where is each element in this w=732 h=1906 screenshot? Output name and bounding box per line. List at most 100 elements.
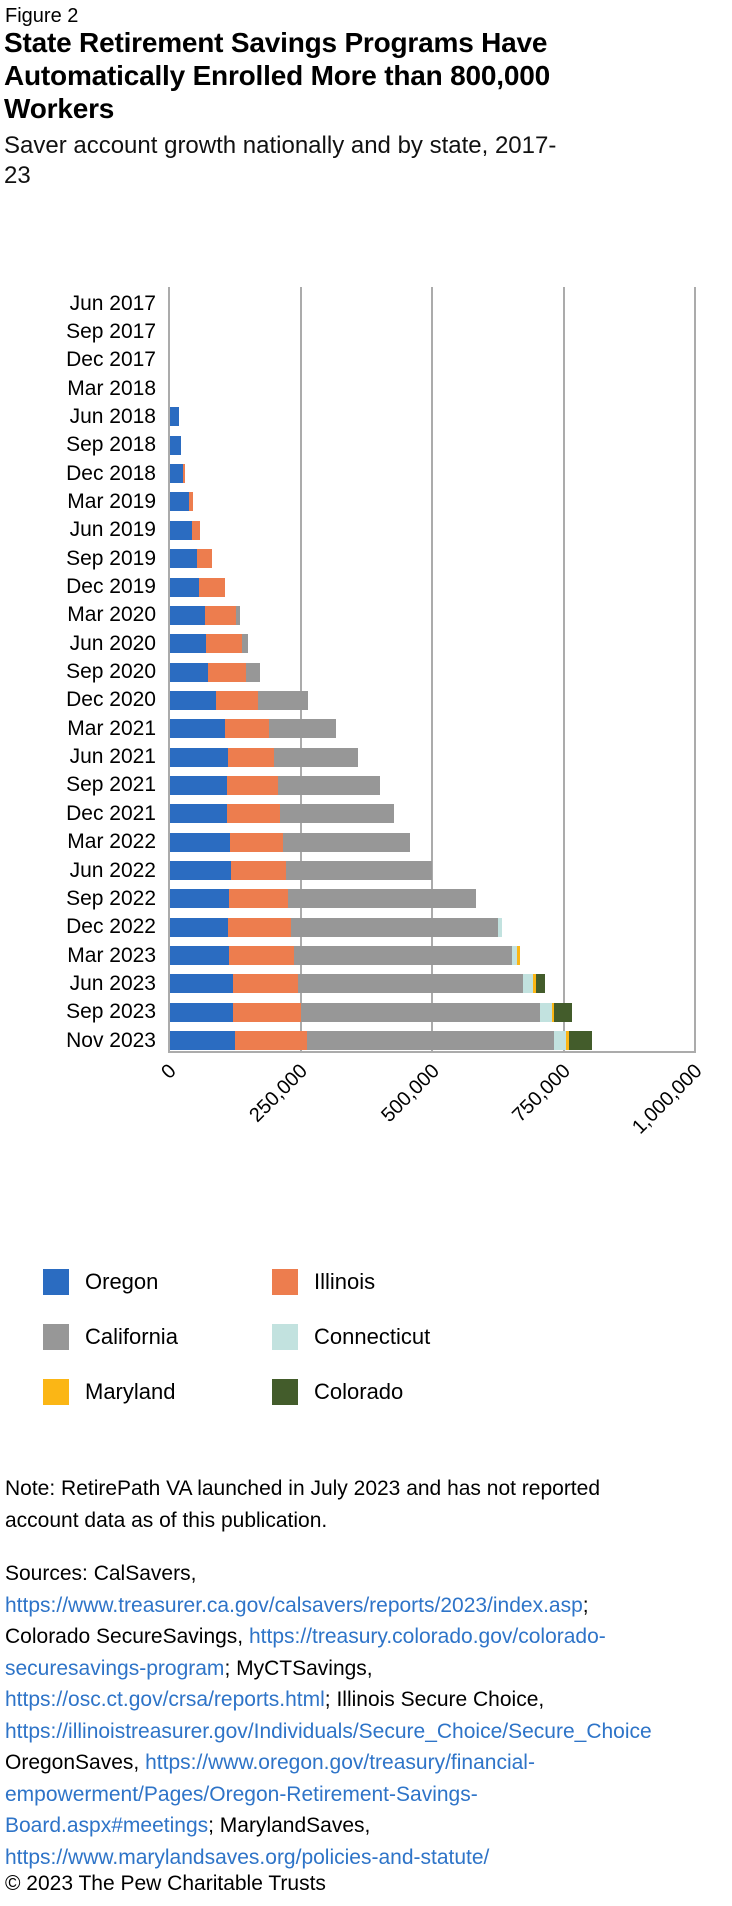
bar-segment-california [274, 747, 359, 767]
bar-segment-illinois [182, 464, 185, 484]
bar-row [170, 917, 503, 937]
source-link[interactable]: https://illinoistreasurer.gov/Individual… [5, 1719, 652, 1743]
source-link[interactable]: empowerment/Pages/Oregon-Retirement-Savi… [5, 1782, 478, 1806]
bar-segment-california [283, 832, 411, 852]
source-link[interactable]: https://treasury.colorado.gov/colorado- [248, 1625, 606, 1648]
bar-segment-california [257, 690, 309, 710]
bar-segment-california [278, 775, 381, 795]
y-axis-label: Jun 2023 [69, 971, 156, 995]
bar-row [170, 634, 248, 654]
bar-segment-illinois [227, 775, 279, 795]
gridline [694, 287, 696, 1052]
bar-row [170, 719, 337, 739]
bar-segment-colorado [568, 1031, 593, 1051]
bar-segment-oregon [170, 464, 183, 484]
x-axis-tick-text: 1,000,000 [628, 1060, 707, 1139]
source-link[interactable]: https://www.marylandsaves.org/policies-a… [5, 1845, 490, 1869]
bar-segment-illinois [227, 747, 275, 767]
bar-segment-oregon [170, 435, 181, 455]
bar-segment-oregon [170, 861, 232, 880]
bar-segment-oregon [170, 917, 229, 937]
source-link[interactable]: https://www.oregon.gov/treasury/financia… [145, 1751, 535, 1774]
y-axis-label: Jun 2018 [69, 404, 156, 428]
bar-segment-oregon [170, 946, 230, 966]
bar-row [170, 520, 200, 540]
bar-segment-maryland [566, 1031, 569, 1051]
sources-line: Colorado SecureSavings, https://treasury… [5, 1621, 732, 1653]
sources-line: https://www.marylandsaves.org/policies-a… [5, 1842, 732, 1874]
y-axis-label: Jun 2022 [69, 858, 156, 882]
bar-segment-maryland [517, 946, 520, 966]
bar-segment-oregon [170, 520, 193, 540]
bar-segment-california [286, 861, 432, 880]
plot-area [168, 287, 696, 1053]
bar-segment-california [269, 719, 337, 739]
bar-segment-oregon [170, 407, 179, 427]
bar-segment-connecticut [522, 974, 534, 994]
source-link[interactable]: Board.aspx#meetings [5, 1814, 209, 1837]
bar-row [170, 549, 213, 569]
source-link[interactable]: https://osc.ct.gov/crsa/reports.html [5, 1688, 325, 1711]
y-axis-label: Sep 2021 [66, 773, 156, 797]
bar-segment-oregon [170, 662, 209, 682]
stacked-bar-chart: Jun 2017 Sep 2017 Dec 2017 Mar 2018 Jun 2018… [0, 287, 732, 1217]
bar-row [170, 435, 181, 455]
bar-segment-california [235, 605, 240, 625]
bar-segment-california [301, 1002, 541, 1022]
bar-segment-california [298, 974, 523, 994]
sources-line: OregonSaves, https://www.oregon.gov/trea… [5, 1747, 732, 1779]
bar-segment-connecticut [540, 1002, 552, 1022]
bar-segment-california [294, 946, 513, 966]
legend-swatch [43, 1268, 69, 1295]
bar-segment-illinois [232, 974, 299, 994]
source-text: Sources: CalSavers, [5, 1562, 197, 1585]
bar-segment-california [241, 634, 248, 654]
bar-segment-illinois [192, 520, 200, 540]
bar-segment-oregon [170, 747, 228, 767]
note-line: account data as of this publication. [5, 1509, 328, 1532]
bar-segment-oregon [170, 549, 197, 569]
bar-row [170, 747, 359, 767]
bar-segment-california [291, 917, 498, 937]
bar-row [170, 492, 194, 512]
bar-segment-oregon [170, 719, 225, 739]
chart-legend: Oregon Illinois California Connecticut Maryl… [43, 1268, 430, 1405]
y-axis-label: Nov 2023 [66, 1028, 156, 1052]
source-link[interactable]: https://www.treasurer.ca.gov/calsavers/r… [5, 1593, 583, 1617]
source-text: ; Illinois Secure Choice, [324, 1688, 545, 1711]
bar-segment-illinois [229, 946, 295, 966]
source-link[interactable]: securesavings-program [5, 1656, 225, 1680]
sources-line: https://illinoistreasurer.gov/Individual… [5, 1716, 732, 1748]
x-axis-tick-text: 250,000 [245, 1060, 313, 1127]
bar-row [170, 577, 225, 597]
legend-label: California [85, 1323, 178, 1349]
bar-row [170, 1031, 593, 1051]
bar-segment-connecticut [554, 1031, 567, 1051]
copyright: © 2023 The Pew Charitable Trusts [5, 1872, 326, 1895]
bar-row [170, 974, 545, 994]
sources-line: empowerment/Pages/Oregon-Retirement-Savi… [5, 1779, 732, 1811]
sources-text: Sources: CalSavers, https://www.treasurer… [5, 1558, 732, 1873]
bar-segment-illinois [198, 577, 225, 597]
bar-segment-illinois [224, 719, 270, 739]
y-axis-label: Dec 2022 [66, 915, 156, 939]
bar-segment-california [307, 1031, 555, 1051]
bar-segment-colorado [535, 974, 545, 994]
bar-segment-illinois [205, 634, 242, 654]
bar-row [170, 775, 381, 795]
y-axis-label: Mar 2022 [67, 830, 156, 854]
legend-label: Maryland [85, 1378, 176, 1404]
source-text: Colorado SecureSavings, [5, 1625, 249, 1648]
gridline [299, 287, 302, 1052]
bar-segment-illinois [231, 861, 287, 880]
legend-label: Oregon [85, 1268, 159, 1294]
figure-subtitle: Saver account growth nationally and by s… [4, 132, 557, 189]
legend-label: Colorado [314, 1378, 404, 1404]
bar-segment-illinois [188, 492, 194, 512]
bar-row [170, 1002, 572, 1022]
y-axis-label: Jun 2019 [69, 518, 156, 542]
gridline [431, 287, 433, 1052]
bar-segment-oregon [170, 690, 217, 710]
bar-segment-illinois [232, 1002, 302, 1022]
source-text: OregonSaves, [5, 1751, 146, 1774]
